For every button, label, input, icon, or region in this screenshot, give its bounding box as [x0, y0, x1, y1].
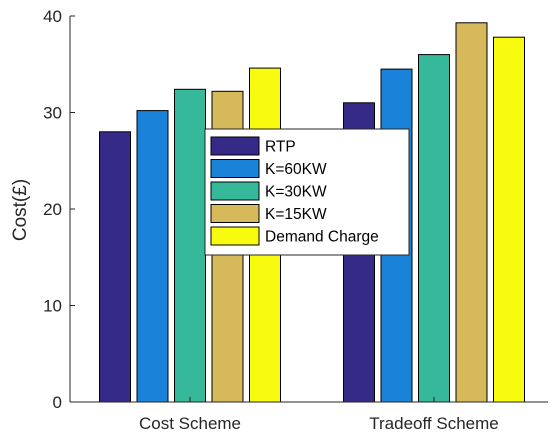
legend-swatch-2 [210, 181, 260, 201]
bar-tradeoff-2 [418, 54, 450, 403]
legend-label-0: RTP [265, 139, 296, 156]
x-tick-label-1: Tradeoff Scheme [369, 414, 498, 433]
y-tick-label-0: 0 [53, 393, 62, 412]
bar-cost-2 [174, 88, 206, 403]
bar-cost-1 [136, 110, 169, 403]
legend-swatch-3 [210, 204, 260, 223]
legend-label-2: K=30KW [265, 184, 327, 201]
legend-label-1: K=60KW [265, 161, 327, 178]
legend: RTP K=60KW K=30KW K=15KW Demand Charge [204, 128, 410, 256]
y-axis-label: Cost(£) [10, 179, 31, 241]
axes-layer: 0 10 20 30 40 Cost Scheme Tradeoff Scheme [43, 7, 548, 433]
y-tick-label-2: 20 [43, 200, 62, 219]
y-tick-label-4: 40 [43, 7, 62, 26]
bar-tradeoff-3 [455, 22, 488, 403]
bar-cost-0 [99, 131, 131, 403]
legend-label-3: K=15KW [265, 206, 327, 223]
legend-label-4: Demand Charge [265, 229, 379, 246]
bar-tradeoff-4 [493, 36, 525, 403]
legend-swatch-4 [210, 226, 260, 246]
legend-swatch-0 [210, 136, 260, 156]
y-tick-label-1: 10 [43, 297, 62, 316]
legend-swatch-1 [210, 159, 260, 178]
x-tick-label-0: Cost Scheme [139, 414, 241, 433]
y-tick-label-3: 30 [43, 104, 62, 123]
